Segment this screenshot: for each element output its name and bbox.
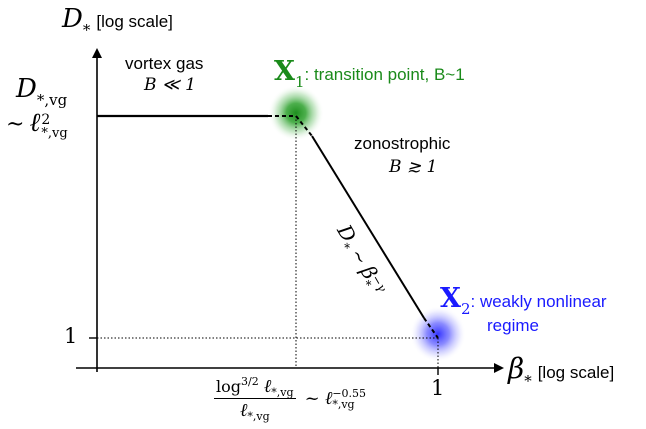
transition-point-label: X1: transition point, B~1 [274, 56, 465, 91]
x-axis-title: β* [log scale] [508, 352, 615, 390]
zonostrophic-slope [311, 135, 425, 319]
slope-dashed-start [295, 115, 313, 137]
y-tick-one-label: 1 [64, 324, 78, 348]
y-axis-title: D* [log scale] [62, 4, 173, 39]
x-level-fraction: log3/2 ℓ*,vg ℓ*,vg ~ ℓ −0.55 *,vg [214, 375, 367, 423]
vortex-gas-condition: B ≪ 1 [144, 75, 196, 95]
y-level-ell: ~ ℓ 2 *,vg [6, 108, 68, 141]
zonostrophic-label: zonostrophic [354, 134, 451, 153]
x-tick-one-label: 1 [431, 376, 445, 400]
x-level-numerator: log3/2 ℓ*,vg [214, 375, 296, 399]
y-level-top: D*,vg [16, 74, 68, 109]
weakly-nonlinear-label-line2: regime [487, 316, 539, 335]
transition-point-blob [268, 85, 324, 141]
vortex-gas-label: vortex gas [125, 54, 204, 73]
weakly-nonlinear-blob [410, 306, 466, 362]
zonostrophic-condition: B ≳ 1 [389, 157, 438, 177]
x-level-denominator: ℓ*,vg [239, 400, 270, 423]
weakly-nonlinear-label: X2: weakly nonlinear [440, 283, 607, 318]
